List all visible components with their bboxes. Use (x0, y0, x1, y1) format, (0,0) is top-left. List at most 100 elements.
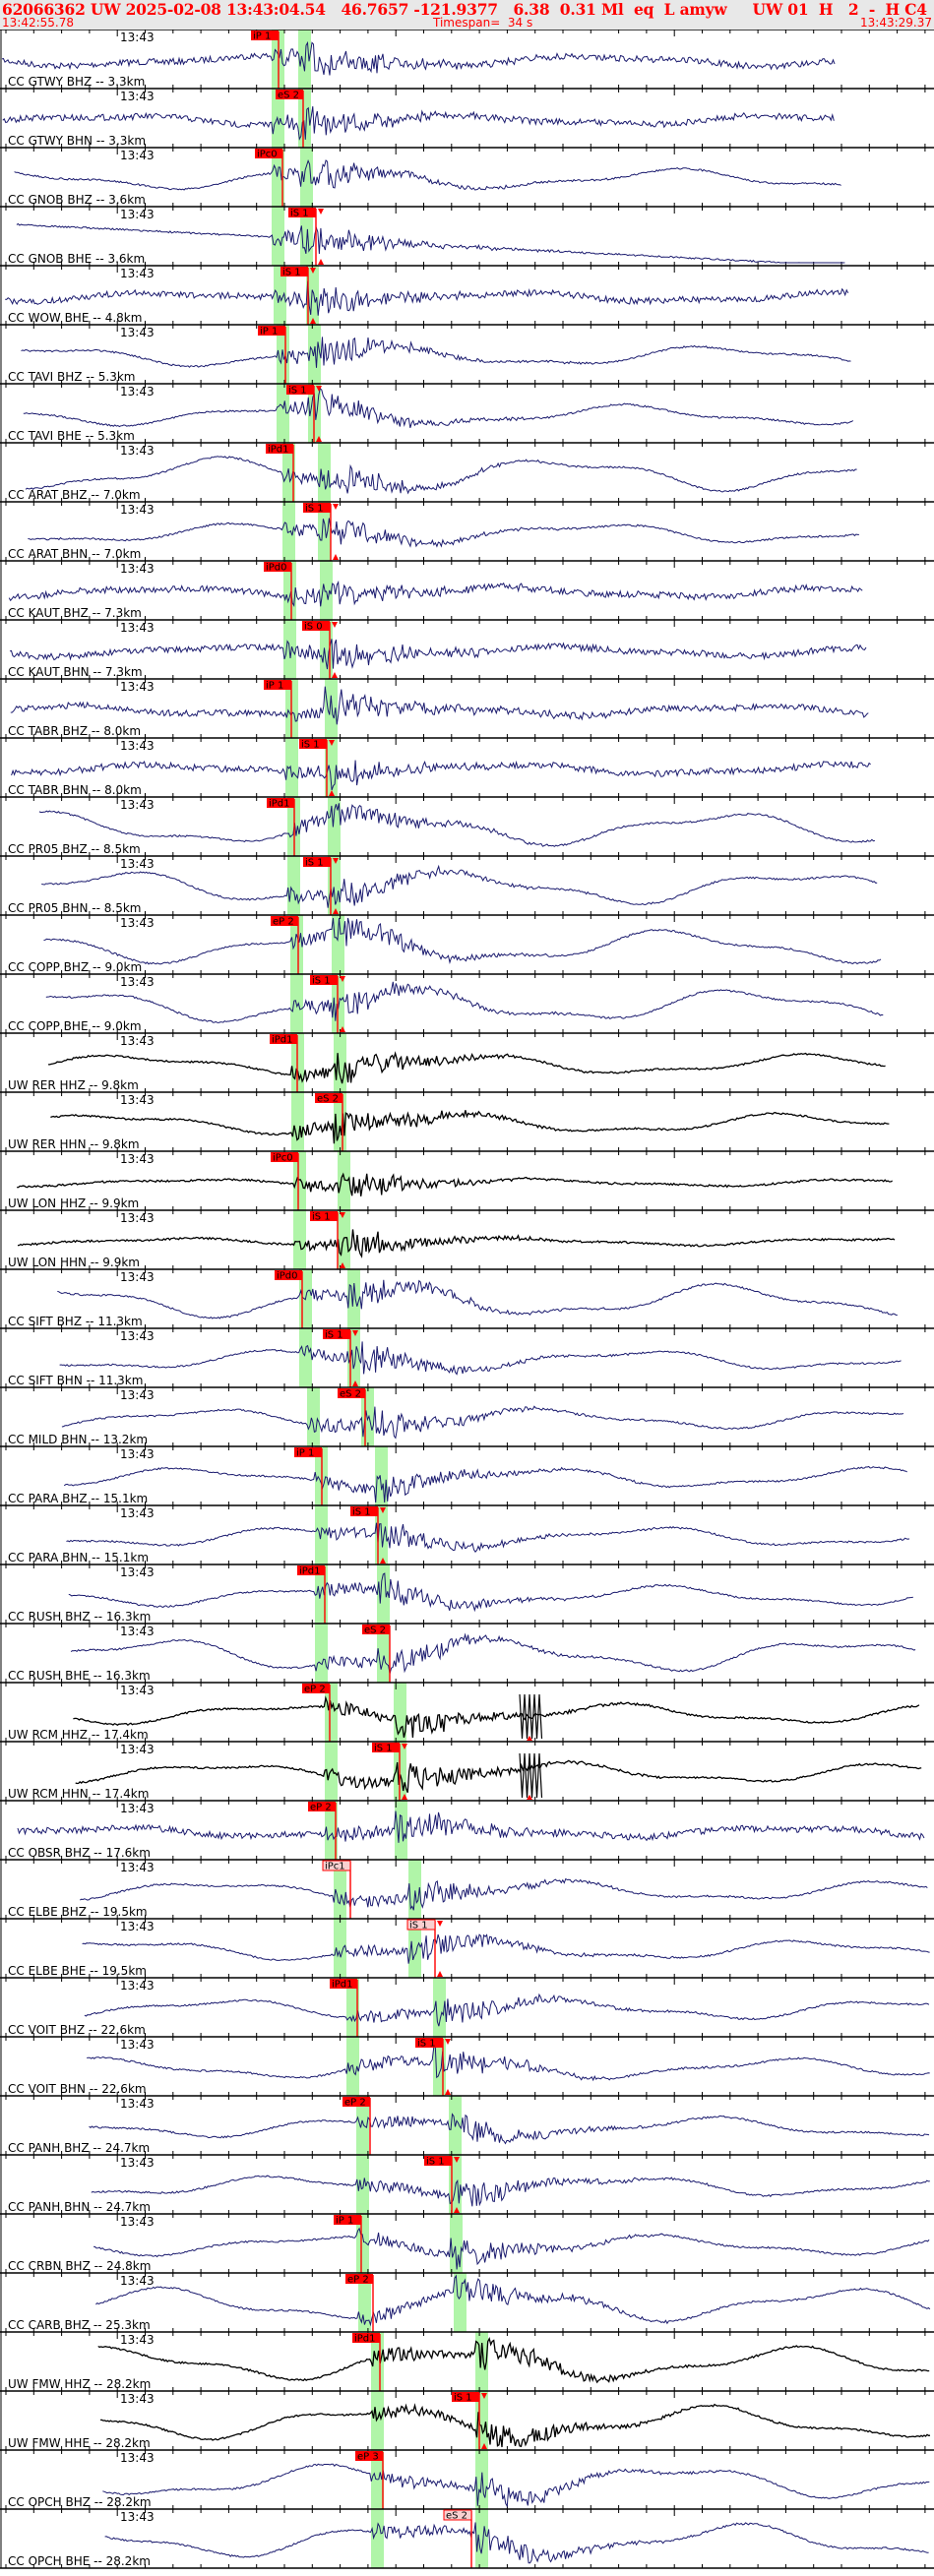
station-label: CC TABR BHN -- 8.0km (8, 783, 142, 797)
pick-flag[interactable] (362, 1625, 390, 1634)
pick-label: eS 2 (340, 1389, 361, 1400)
pick-label: iP 1 (253, 31, 271, 42)
pick-flag[interactable] (266, 444, 293, 454)
trace-row: 13:43 iS 1 UW RCM HHN -- 17.4km (0, 1741, 934, 1801)
trace-row: 13:43 iS 1 CC SIFT BHN -- 11.3km (0, 1327, 934, 1387)
pick-flag[interactable] (270, 1034, 297, 1044)
minute-mark: 13:43 (120, 2274, 155, 2288)
s-window (318, 443, 331, 502)
pick-flag[interactable] (264, 562, 291, 572)
pick-label: iS 1 (325, 1330, 343, 1341)
s-window (408, 1919, 421, 1978)
pick-flag[interactable] (372, 1743, 400, 1752)
pick-flag[interactable] (310, 975, 338, 985)
waveform (16, 222, 845, 264)
minute-mark: 13:43 (120, 1211, 155, 1225)
pick-label: eS 2 (278, 91, 299, 101)
minute-mark: 13:43 (120, 1565, 155, 1579)
pick-flag[interactable] (345, 2274, 373, 2284)
pick-flag[interactable] (315, 1093, 342, 1103)
pick-flag[interactable] (299, 739, 327, 749)
minute-mark: 13:43 (120, 1979, 155, 1993)
station-label: CC PANH BHN -- 24.7km (8, 2200, 151, 2214)
pick-label: iPd1 (269, 799, 290, 810)
minute-mark: 13:43 (120, 503, 155, 517)
pick-flag[interactable] (275, 1270, 302, 1280)
pick-flag[interactable] (302, 621, 330, 631)
pick-flag[interactable] (303, 857, 331, 867)
waveform (38, 803, 875, 847)
timespan: Timespan= 34 s (433, 16, 533, 30)
p-window (358, 2273, 371, 2332)
s-window (475, 2391, 488, 2450)
pick-flag[interactable] (258, 326, 285, 336)
station-label: UW RCM HHN -- 17.4km (8, 1787, 149, 1801)
station-label: CC RUSH BHE -- 16.3km (8, 1669, 151, 1683)
pick-label: iPd1 (332, 1980, 353, 1991)
pick-label: eP 2 (347, 2275, 369, 2286)
pick-label: iPd1 (299, 1566, 321, 1577)
waveform (48, 1051, 886, 1084)
pick-flag[interactable] (251, 31, 279, 40)
pick-label: iPd1 (272, 1035, 293, 1046)
pick-label: eP 3 (357, 2452, 379, 2463)
station-label: UW RCM HHZ -- 17.4km (8, 1728, 149, 1742)
event-summary: 62066362 UW 2025-02-08 13:43:04.54 46.76… (2, 0, 934, 19)
p-window (272, 89, 284, 148)
pick-flag[interactable] (297, 1565, 325, 1575)
pick-flag[interactable] (286, 385, 314, 395)
minute-mark: 13:43 (120, 267, 155, 280)
minute-mark: 13:43 (120, 1684, 155, 1697)
waveform (95, 2274, 931, 2327)
pick-flag[interactable] (276, 90, 303, 99)
pick-flag[interactable] (280, 267, 308, 276)
pick-flag[interactable] (323, 1329, 350, 1339)
pick-flag[interactable] (443, 2509, 472, 2521)
pick-flag[interactable] (334, 2215, 361, 2225)
pick-flag[interactable] (452, 2392, 479, 2402)
pick-flag[interactable] (310, 1211, 338, 1221)
pick-flag[interactable] (264, 680, 291, 690)
pick-flag[interactable] (267, 798, 294, 808)
pick-flag[interactable] (355, 2451, 383, 2461)
waveform (87, 2043, 930, 2082)
pick-flag[interactable] (415, 2038, 443, 2048)
trace-row: 13:43 iS 1 CC GNOB BHE -- 3.6km (0, 206, 934, 266)
pick-flag[interactable] (338, 1388, 365, 1398)
pick-flag[interactable] (406, 1919, 436, 1931)
pick-flag[interactable] (342, 2097, 370, 2107)
pick-flag[interactable] (302, 1684, 330, 1693)
pick-flag[interactable] (271, 916, 298, 926)
pick-flag[interactable] (294, 1447, 322, 1457)
station-label: CC GNOB BHE -- 3.6km (8, 252, 145, 266)
minute-mark: 13:43 (120, 2215, 155, 2229)
minute-mark: 13:43 (120, 1329, 155, 1343)
pick-flag[interactable] (303, 503, 331, 513)
pick-flag[interactable] (350, 1506, 378, 1516)
minute-mark: 13:43 (120, 680, 155, 694)
waveform (10, 686, 869, 725)
waveform (8, 580, 863, 607)
pick-flag[interactable] (424, 2156, 452, 2166)
trace-row: 13:43 iS 1 CC VOIT BHN -- 22.6km (0, 2036, 934, 2096)
p-window (346, 1978, 359, 2037)
pick-flag[interactable] (288, 208, 316, 217)
station-label: UW RER HHN -- 9.8km (8, 1137, 140, 1151)
station-label: UW RER HHZ -- 9.8km (8, 1078, 139, 1092)
trace-row: 13:43 eS 2 CC RUSH BHE -- 16.3km (0, 1623, 934, 1683)
waveform (41, 864, 878, 908)
station-label: CC VOIT BHN -- 22.6km (8, 2082, 147, 2096)
pick-label: eP 2 (344, 2098, 366, 2109)
pick-flag[interactable] (322, 1860, 351, 1871)
pick-flag[interactable] (271, 1152, 298, 1162)
pick-flag[interactable] (352, 2333, 380, 2343)
p-window (272, 148, 284, 207)
minute-mark: 13:43 (120, 208, 155, 221)
pick-flag[interactable] (308, 1802, 336, 1811)
record-section: 13:43 iP 1 CC GTWY BHZ -- 3.3km 13:43 eS 2 CC… (0, 30, 934, 2576)
station-label: CC TAVI BHE -- 5.3km (8, 429, 135, 443)
s-window (375, 1446, 388, 1505)
waveform (63, 1465, 907, 1503)
pick-flag[interactable] (255, 149, 282, 158)
pick-flag[interactable] (330, 1979, 357, 1989)
